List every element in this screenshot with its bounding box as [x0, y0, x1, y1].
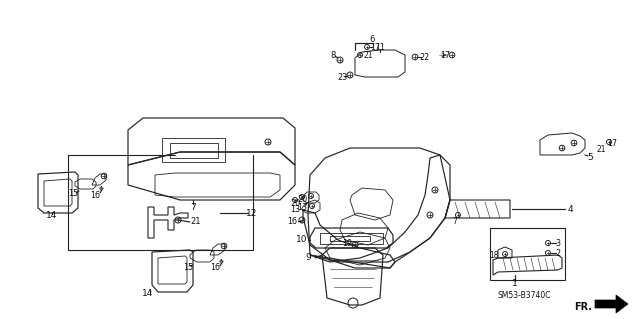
Text: 14: 14 — [46, 211, 58, 220]
Text: 16: 16 — [210, 263, 220, 272]
Text: 7: 7 — [452, 218, 458, 226]
Text: 18: 18 — [489, 251, 499, 261]
Text: 14: 14 — [142, 290, 154, 299]
Text: 19: 19 — [342, 239, 352, 248]
Text: FR.: FR. — [574, 302, 592, 312]
Text: 15: 15 — [68, 189, 78, 197]
Text: 21: 21 — [364, 51, 372, 61]
Text: 16: 16 — [90, 190, 100, 199]
Text: 17: 17 — [607, 138, 617, 147]
Text: 7: 7 — [190, 203, 196, 211]
Text: 20: 20 — [297, 196, 307, 204]
Text: 15: 15 — [183, 263, 193, 271]
Text: 2: 2 — [556, 249, 561, 258]
Text: 17: 17 — [440, 51, 450, 61]
Text: 11: 11 — [375, 43, 385, 53]
Text: 5: 5 — [587, 153, 593, 162]
Text: 4: 4 — [567, 204, 573, 213]
Text: SM53-B3740C: SM53-B3740C — [497, 291, 551, 300]
Text: 21: 21 — [191, 218, 201, 226]
Text: 9: 9 — [305, 254, 311, 263]
Text: 17: 17 — [370, 42, 380, 51]
Text: 13: 13 — [297, 203, 307, 211]
Text: 3: 3 — [556, 240, 561, 249]
Text: 6: 6 — [369, 35, 374, 44]
Text: 23: 23 — [337, 73, 347, 83]
Text: 16: 16 — [287, 218, 297, 226]
Text: 13: 13 — [290, 205, 300, 214]
Text: 22: 22 — [419, 54, 429, 63]
Text: 20: 20 — [290, 198, 300, 207]
Text: 1: 1 — [512, 278, 518, 287]
Text: 12: 12 — [246, 209, 258, 218]
Text: —: — — [438, 52, 445, 58]
Text: 10: 10 — [296, 235, 308, 244]
Text: 8: 8 — [330, 50, 336, 60]
Text: 21: 21 — [596, 145, 605, 154]
Polygon shape — [595, 295, 628, 313]
